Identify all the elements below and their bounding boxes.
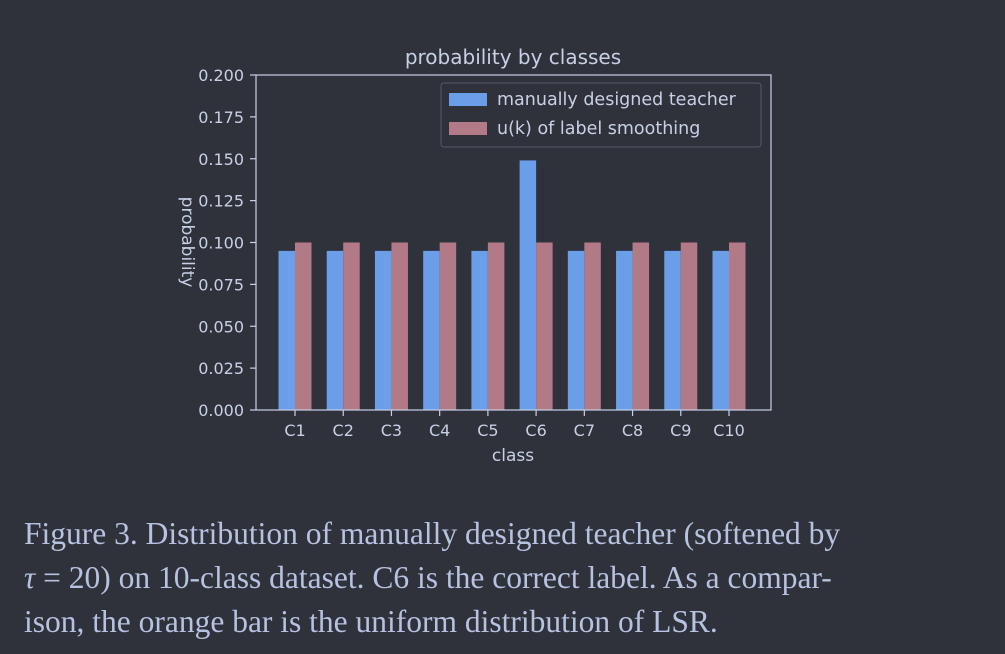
bar-label-smoothing-c7 [584, 242, 601, 410]
bar-teacher-c3 [374, 250, 392, 411]
y-tick-label: 0.125 [198, 192, 244, 211]
x-tick-label-c8: C8 [622, 421, 643, 440]
bar-teacher-c5 [471, 250, 488, 411]
bar-label-smoothing-c9 [680, 242, 698, 410]
y-tick-label: 0.150 [198, 150, 244, 169]
bar-teacher-c1 [278, 250, 295, 411]
y-tick-label: 0.050 [198, 317, 244, 336]
bar-teacher-c4 [423, 250, 440, 411]
y-ticks: 0.000 0.025 0.050 0.075 0.100 0.125 0.150 0.175… [198, 66, 256, 420]
bar-label-smoothing-c5 [487, 242, 505, 410]
caption-tau-symbol: τ [24, 560, 36, 595]
bar-teacher-c6 [519, 160, 537, 410]
chart-title: probability by classes [405, 45, 621, 69]
x-tick-label-c5: C5 [477, 421, 498, 440]
legend-label-label-smoothing: u(k) of label smoothing [497, 119, 700, 139]
y-tick-label: 0.025 [198, 359, 244, 378]
x-ticks: C1 C2 C3 C4 C5 C6 C7 C8 C9 C10 [284, 410, 745, 440]
caption-line-3: ison, the orange bar is the uniform dist… [24, 604, 718, 639]
legend-swatch-teacher [449, 93, 487, 106]
bar-chart: 0.000 0.025 0.050 0.075 0.100 0.125 0.150 0.175… [177, 45, 772, 466]
legend: manually designed teacher u(k) of label … [440, 82, 762, 148]
y-axis-label: probability [177, 197, 197, 288]
bar-label-smoothing-c8 [632, 242, 650, 410]
bar-teacher-c8 [616, 250, 633, 411]
bar-teacher-c10 [712, 250, 729, 411]
bar-label-smoothing-c4 [439, 242, 457, 410]
bar-teacher-c9 [664, 250, 681, 411]
figure-caption: Figure 3. Distribution of manually desig… [24, 512, 986, 644]
legend-swatch-label-smoothing [449, 122, 487, 135]
legend-box [440, 82, 762, 148]
bar-teacher-c2 [326, 250, 344, 411]
x-tick-label-c4: C4 [429, 421, 450, 440]
y-tick-label: 0.175 [198, 108, 244, 127]
x-tick-label-c7: C7 [574, 421, 595, 440]
bar-label-smoothing-c10 [729, 242, 746, 410]
bar-label-smoothing-c1 [295, 242, 312, 410]
bar-label-smoothing-c2 [343, 242, 360, 410]
caption-line-1: Figure 3. Distribution of manually desig… [24, 516, 841, 551]
x-tick-label-c1: C1 [284, 421, 305, 440]
y-tick-label: 0.200 [198, 66, 244, 85]
y-tick-label: 0.075 [198, 275, 244, 294]
x-tick-label-c2: C2 [333, 421, 354, 440]
x-tick-label-c3: C3 [381, 421, 402, 440]
chart-container: 0.000 0.025 0.050 0.075 0.100 0.125 0.150 0.175… [177, 45, 772, 466]
bar-label-smoothing-c6 [536, 242, 553, 410]
x-tick-label-c9: C9 [670, 421, 691, 440]
x-axis-label: class [492, 446, 534, 466]
x-tick-label-c6: C6 [525, 421, 546, 440]
legend-label-teacher: manually designed teacher [497, 90, 737, 110]
bar-teacher-c7 [567, 250, 585, 411]
y-tick-label: 0.000 [198, 401, 244, 420]
x-tick-label-c10: C10 [713, 421, 745, 440]
y-tick-label: 0.100 [198, 234, 244, 253]
bars-layer [278, 160, 746, 411]
bar-label-smoothing-c3 [391, 242, 408, 410]
caption-line-2: = 20) on 10-class dataset. C6 is the cor… [35, 560, 832, 595]
